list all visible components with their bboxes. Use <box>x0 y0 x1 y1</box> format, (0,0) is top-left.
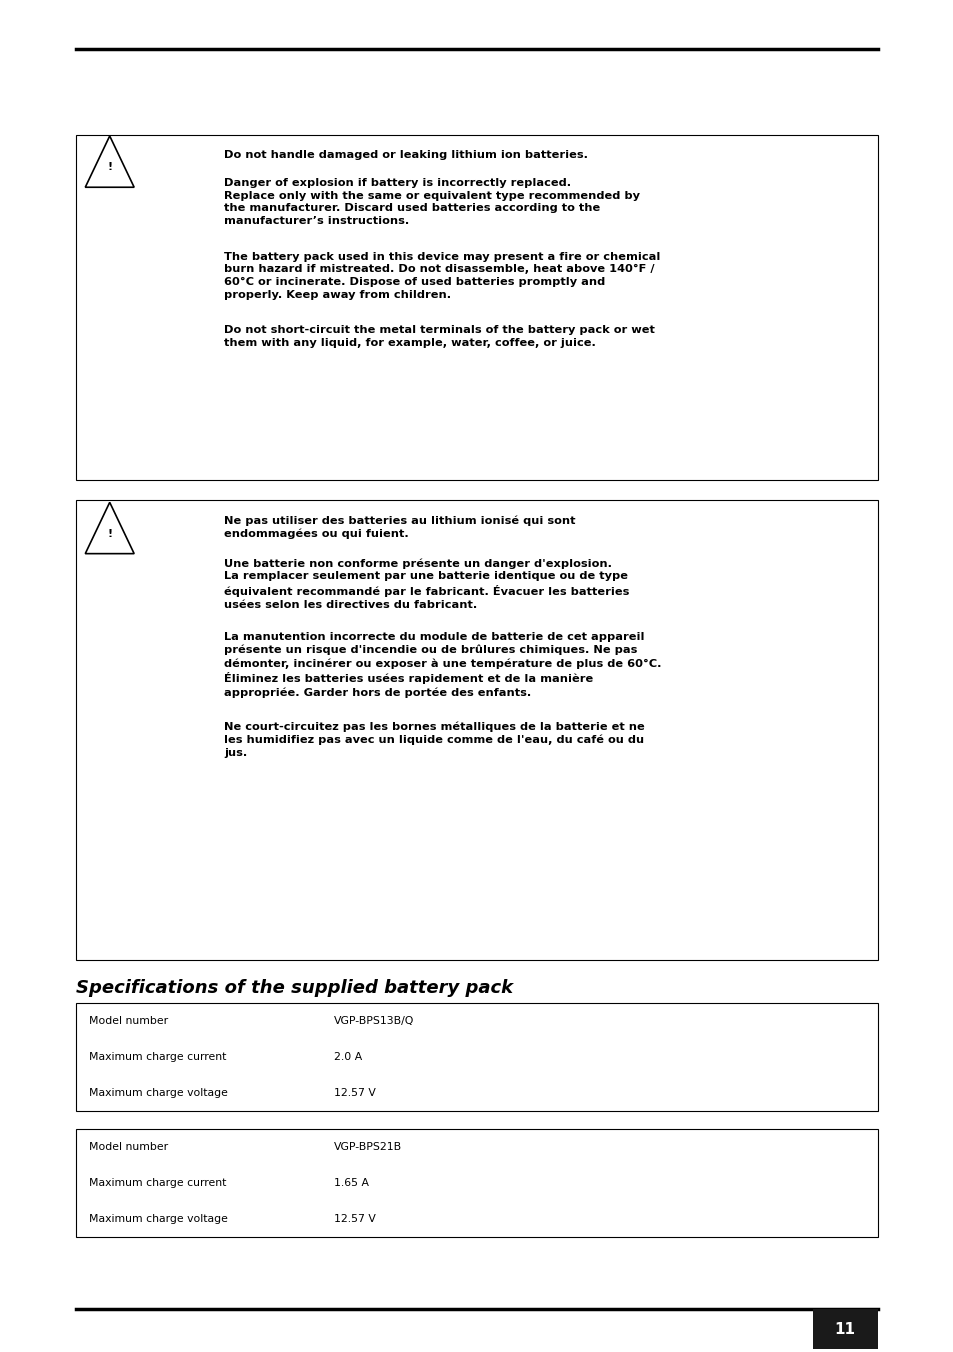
Text: Model number: Model number <box>89 1142 168 1152</box>
Text: 11: 11 <box>834 1321 855 1337</box>
Text: Model number: Model number <box>89 1017 168 1026</box>
FancyBboxPatch shape <box>812 1309 877 1349</box>
FancyBboxPatch shape <box>76 1129 877 1237</box>
Text: Une batterie non conforme présente un danger d'explosion.
La remplacer seulement: Une batterie non conforme présente un da… <box>224 558 629 610</box>
Text: 12.57 V: 12.57 V <box>334 1088 375 1098</box>
Text: The battery pack used in this device may present a fire or chemical
burn hazard : The battery pack used in this device may… <box>224 251 659 300</box>
FancyBboxPatch shape <box>76 500 877 960</box>
Text: Maximum charge current: Maximum charge current <box>89 1178 226 1188</box>
Text: !: ! <box>107 162 112 172</box>
Text: Ne pas utiliser des batteries au lithium ionisé qui sont
endommagées ou qui fuie: Ne pas utiliser des batteries au lithium… <box>224 515 575 539</box>
Text: Do not handle damaged or leaking lithium ion batteries.: Do not handle damaged or leaking lithium… <box>224 150 588 160</box>
Text: 2.0 A: 2.0 A <box>334 1052 362 1063</box>
Text: 1.65 A: 1.65 A <box>334 1178 369 1188</box>
Text: Do not short-circuit the metal terminals of the battery pack or wet
them with an: Do not short-circuit the metal terminals… <box>224 326 655 349</box>
Text: Maximum charge voltage: Maximum charge voltage <box>89 1214 228 1224</box>
Text: Specifications of the supplied battery pack: Specifications of the supplied battery p… <box>76 979 513 996</box>
Text: VGP-BPS13B/Q: VGP-BPS13B/Q <box>334 1017 414 1026</box>
Text: Ne court-circuitez pas les bornes métalliques de la batterie et ne
les humidifie: Ne court-circuitez pas les bornes métall… <box>224 721 644 758</box>
Text: Danger of explosion if battery is incorrectly replaced.
Replace only with the sa: Danger of explosion if battery is incorr… <box>224 177 639 226</box>
Text: !: ! <box>107 529 112 538</box>
Text: 12.57 V: 12.57 V <box>334 1214 375 1224</box>
Text: Maximum charge current: Maximum charge current <box>89 1052 226 1063</box>
Text: VGP-BPS21B: VGP-BPS21B <box>334 1142 401 1152</box>
Text: Maximum charge voltage: Maximum charge voltage <box>89 1088 228 1098</box>
FancyBboxPatch shape <box>76 135 877 480</box>
Text: La manutention incorrecte du module de batterie de cet appareil
présente un risq: La manutention incorrecte du module de b… <box>224 631 661 698</box>
FancyBboxPatch shape <box>76 1003 877 1111</box>
